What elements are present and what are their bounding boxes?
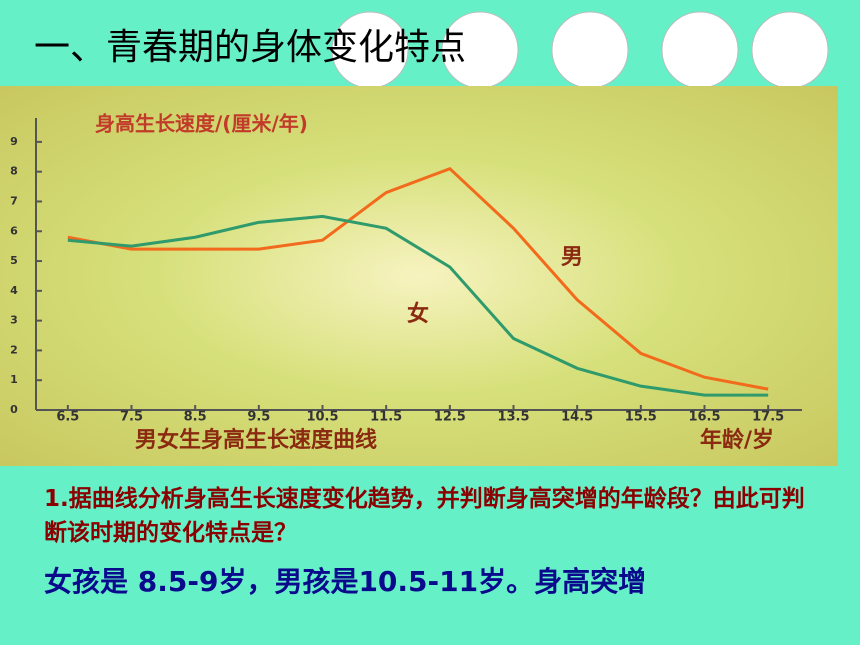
x-tick-label: 15.5 bbox=[625, 410, 657, 425]
chart-title: 身高生长速度/(厘米/年) bbox=[95, 112, 308, 136]
x-axis-title: 男女生身高生长速度曲线 bbox=[135, 427, 377, 453]
decor-circles bbox=[331, 11, 829, 89]
x-tick-label: 8.5 bbox=[184, 410, 207, 425]
x-tick-label: 17.5 bbox=[752, 410, 784, 425]
chart-background bbox=[0, 86, 838, 466]
x-tick-label: 10.5 bbox=[306, 410, 338, 425]
question: 1.据曲线分析身高生长速度变化趋势，并判断身高突增的年龄段？由此可判断该时期的变… bbox=[44, 486, 805, 546]
y-tick-label: 2 bbox=[10, 343, 18, 356]
x-tick-label: 6.5 bbox=[56, 410, 79, 425]
series-label: 女 bbox=[407, 301, 429, 327]
x-tick-label: 11.5 bbox=[370, 410, 402, 425]
y-tick-label: 5 bbox=[10, 254, 18, 267]
answer: 女孩是 8.5-9岁，男孩是10.5-11岁。身高突增 bbox=[44, 565, 647, 598]
chart: 身高生长速度/(厘米/年) 男女生身高生长速度曲线 年龄/岁 0 1 2 3 4 5 6 7 8… bbox=[0, 11, 838, 466]
x-tick-label: 16.5 bbox=[688, 410, 720, 425]
x-tick-label: 9.5 bbox=[247, 410, 270, 425]
series-line bbox=[67, 166, 769, 391]
x-tick-label: 14.5 bbox=[561, 410, 593, 425]
y-tick-label: 7 bbox=[10, 194, 18, 207]
x-tick-label: 7.5 bbox=[120, 410, 143, 425]
y-tick-label: 9 bbox=[10, 135, 18, 148]
y-tick-label: 0 bbox=[10, 403, 18, 416]
y-tick-label: 6 bbox=[10, 224, 18, 237]
y-tick-label: 8 bbox=[10, 165, 18, 178]
slide-title: 一、青春期的身体变化特点 bbox=[34, 27, 467, 68]
y-tick-label: 4 bbox=[10, 284, 18, 297]
series-line bbox=[67, 214, 769, 397]
x-axis-unit: 年龄/岁 bbox=[700, 427, 774, 453]
series-label: 男 bbox=[561, 245, 583, 270]
x-tick-label: 12.5 bbox=[434, 410, 466, 425]
y-tick-label: 3 bbox=[10, 314, 18, 327]
y-tick-label: 1 bbox=[10, 373, 18, 386]
x-tick-label: 13.5 bbox=[497, 410, 529, 425]
